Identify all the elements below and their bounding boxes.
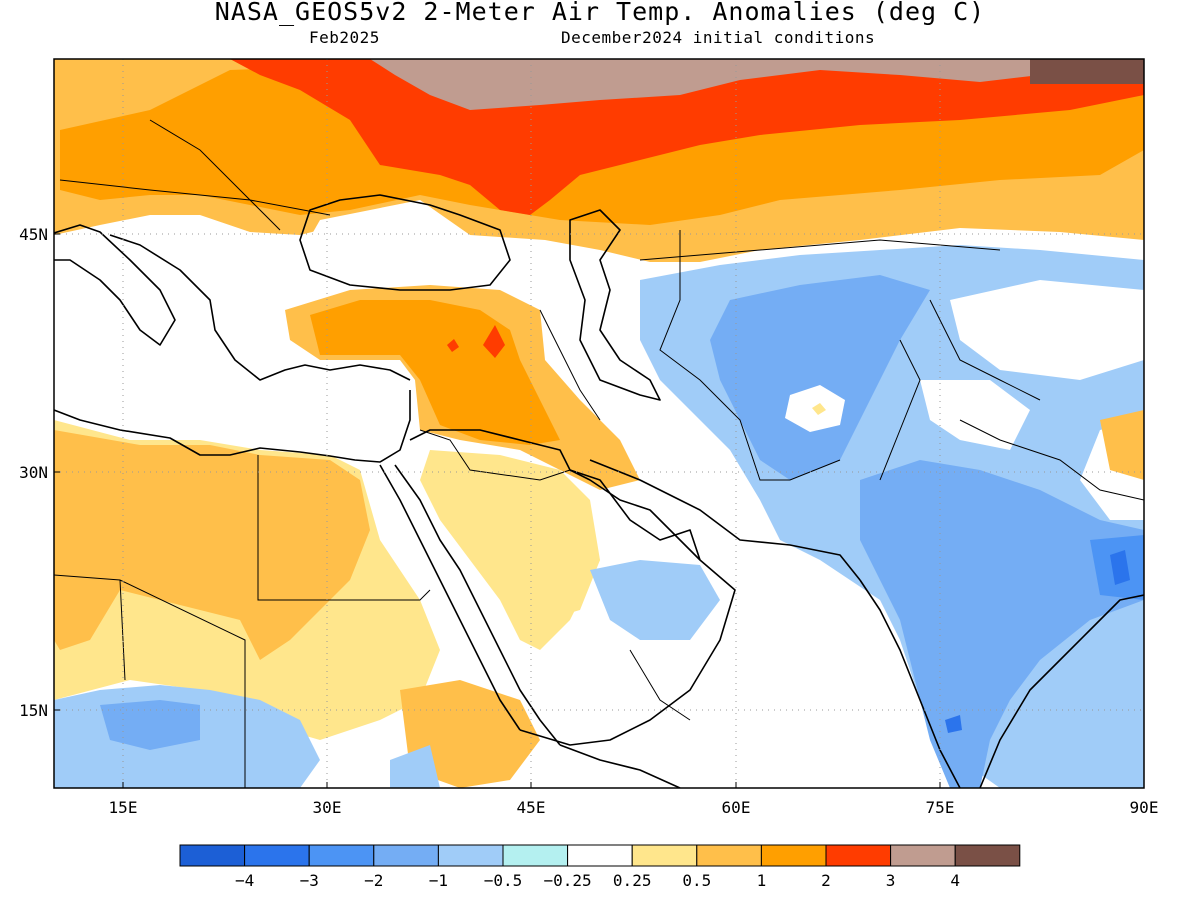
colorbar-swatch <box>760 844 827 867</box>
colorbar-label: 0.25 <box>613 871 652 890</box>
x-axis-labels: 15E 30E 45E 60E 75E 90E <box>109 798 1159 817</box>
map-frame <box>53 58 1145 789</box>
colorbar-swatch <box>567 844 633 867</box>
region-northern-russia <box>370 59 1065 110</box>
initial-conditions: December2024 initial conditions <box>561 28 876 47</box>
x-tick-label: 30E <box>313 798 342 817</box>
colorbar-swatch <box>696 844 762 867</box>
x-tick-label: 15E <box>109 798 138 817</box>
x-tick-label: 90E <box>1130 798 1159 817</box>
region-siberia-extreme <box>1030 59 1144 84</box>
axis-ticks <box>54 233 941 788</box>
chart-title: NASA_GEOS5v2 2-Meter Air Temp. Anomalies… <box>214 0 986 26</box>
colorbar-label: −1 <box>429 871 448 890</box>
coastlines <box>54 194 1144 788</box>
colorbar-labels: −4 −3 −2 −1 −0.5 −0.25 0.25 0.5 1 2 3 4 <box>235 871 960 890</box>
colorbar-label: 3 <box>886 871 896 890</box>
x-tick-label: 75E <box>926 798 955 817</box>
colorbar-label: −0.25 <box>544 871 592 890</box>
colorbar-swatch <box>179 844 246 867</box>
colorbar-swatch <box>825 844 892 867</box>
colorbar-swatch <box>244 844 310 867</box>
region-afghanistan-pakistan <box>710 275 930 480</box>
colorbar <box>179 844 1021 867</box>
colorbar-label: 1 <box>757 871 767 890</box>
colorbar-label: −4 <box>235 871 254 890</box>
anomaly-fields <box>54 59 1144 788</box>
y-tick-label: 15N <box>19 701 48 720</box>
forecast-month: Feb2025 <box>309 28 380 47</box>
colorbar-swatch <box>631 844 698 867</box>
x-tick-label: 45E <box>517 798 546 817</box>
colorbar-swatch <box>890 844 956 867</box>
colorbar-label: −3 <box>300 871 319 890</box>
colorbar-label: 4 <box>950 871 960 890</box>
colorbar-label: 2 <box>821 871 831 890</box>
colorbar-label: 0.5 <box>682 871 711 890</box>
region-india <box>860 460 1144 788</box>
colorbar-swatch <box>373 844 439 867</box>
colorbar-label: −2 <box>364 871 383 890</box>
colorbar-swatch <box>308 844 375 867</box>
country-borders <box>54 119 1144 788</box>
y-axis-labels: 45N 30N 15N <box>19 225 48 720</box>
y-tick-label: 45N <box>19 225 48 244</box>
colorbar-swatch <box>437 844 504 867</box>
colorbar-swatch <box>954 844 1021 867</box>
colorbar-swatch <box>502 844 569 867</box>
x-tick-label: 60E <box>722 798 751 817</box>
y-tick-label: 30N <box>19 463 48 482</box>
colorbar-label: −0.5 <box>484 871 523 890</box>
